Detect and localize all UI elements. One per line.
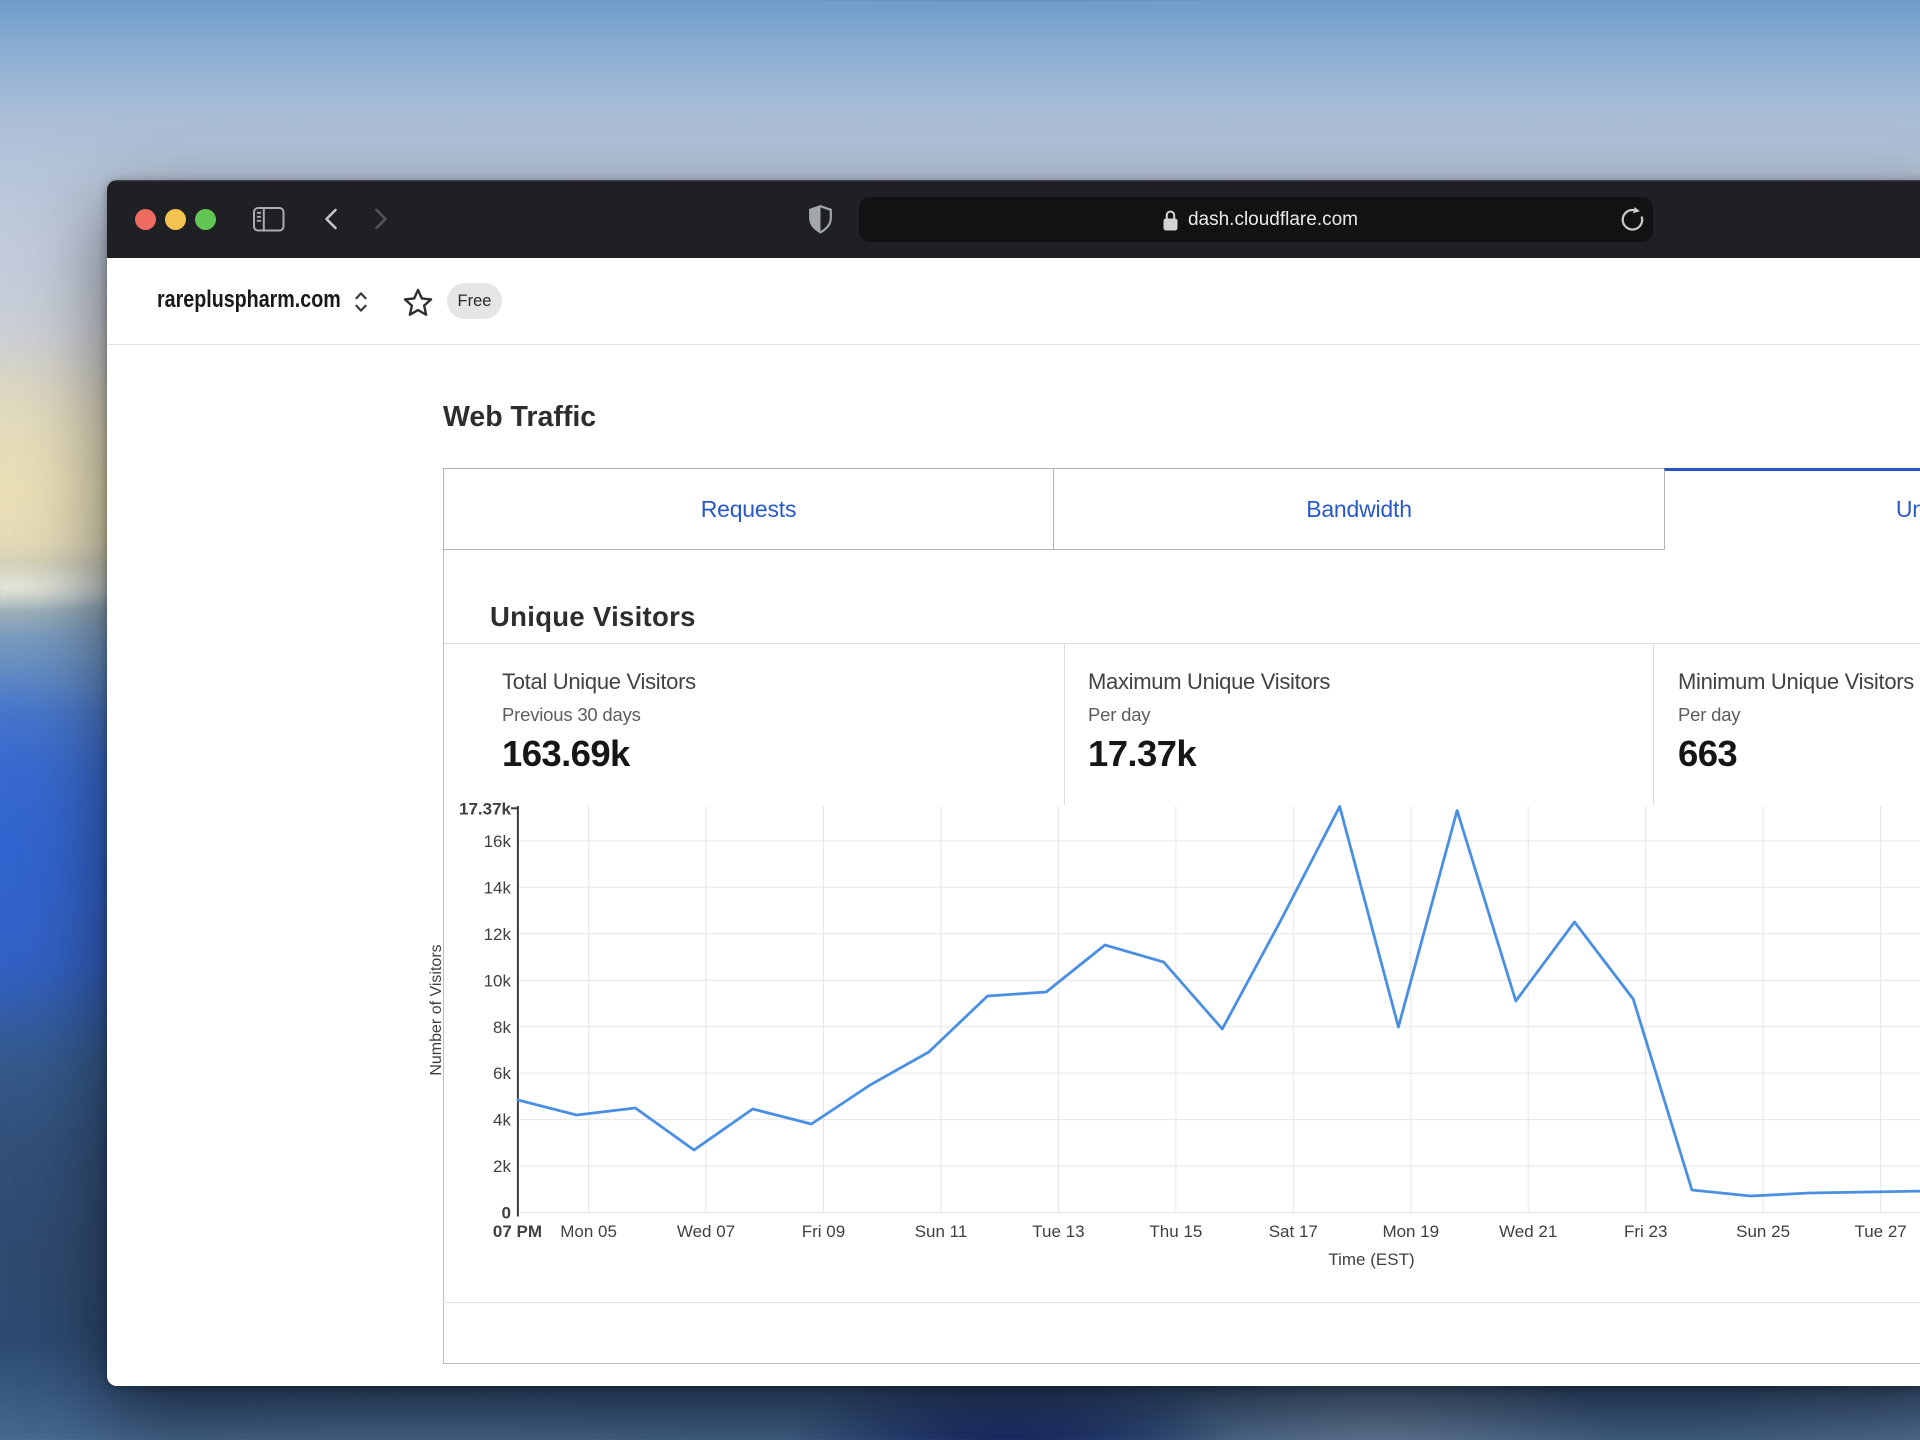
svg-text:Fri 23: Fri 23: [1624, 1222, 1667, 1241]
svg-text:12k: 12k: [484, 925, 512, 944]
svg-text:Tue 13: Tue 13: [1032, 1222, 1084, 1241]
svg-text:07 PM: 07 PM: [493, 1222, 542, 1241]
svg-text:Time (EST): Time (EST): [1328, 1250, 1414, 1269]
svg-text:6k: 6k: [493, 1064, 511, 1083]
svg-text:Number of Visitors: Number of Visitors: [428, 944, 445, 1075]
svg-text:Sat 17: Sat 17: [1269, 1222, 1318, 1241]
svg-text:Mon 05: Mon 05: [560, 1222, 617, 1241]
svg-text:Sun 11: Sun 11: [915, 1222, 968, 1241]
svg-text:2k: 2k: [493, 1157, 511, 1176]
svg-text:Fri 09: Fri 09: [802, 1222, 845, 1241]
svg-text:0: 0: [502, 1204, 511, 1223]
svg-text:Wed 07: Wed 07: [677, 1222, 735, 1241]
svg-text:17.37k: 17.37k: [459, 800, 512, 819]
svg-text:16k: 16k: [484, 832, 512, 851]
svg-text:14k: 14k: [484, 878, 512, 897]
svg-text:8k: 8k: [493, 1018, 511, 1037]
svg-text:Sun 25: Sun 25: [1736, 1222, 1790, 1241]
svg-text:10k: 10k: [484, 971, 512, 990]
svg-text:Wed 21: Wed 21: [1499, 1222, 1557, 1241]
svg-text:Mon 19: Mon 19: [1382, 1222, 1439, 1241]
svg-text:4k: 4k: [493, 1111, 511, 1130]
svg-text:Tue 27: Tue 27: [1854, 1222, 1906, 1241]
svg-text:Thu 15: Thu 15: [1149, 1222, 1202, 1241]
